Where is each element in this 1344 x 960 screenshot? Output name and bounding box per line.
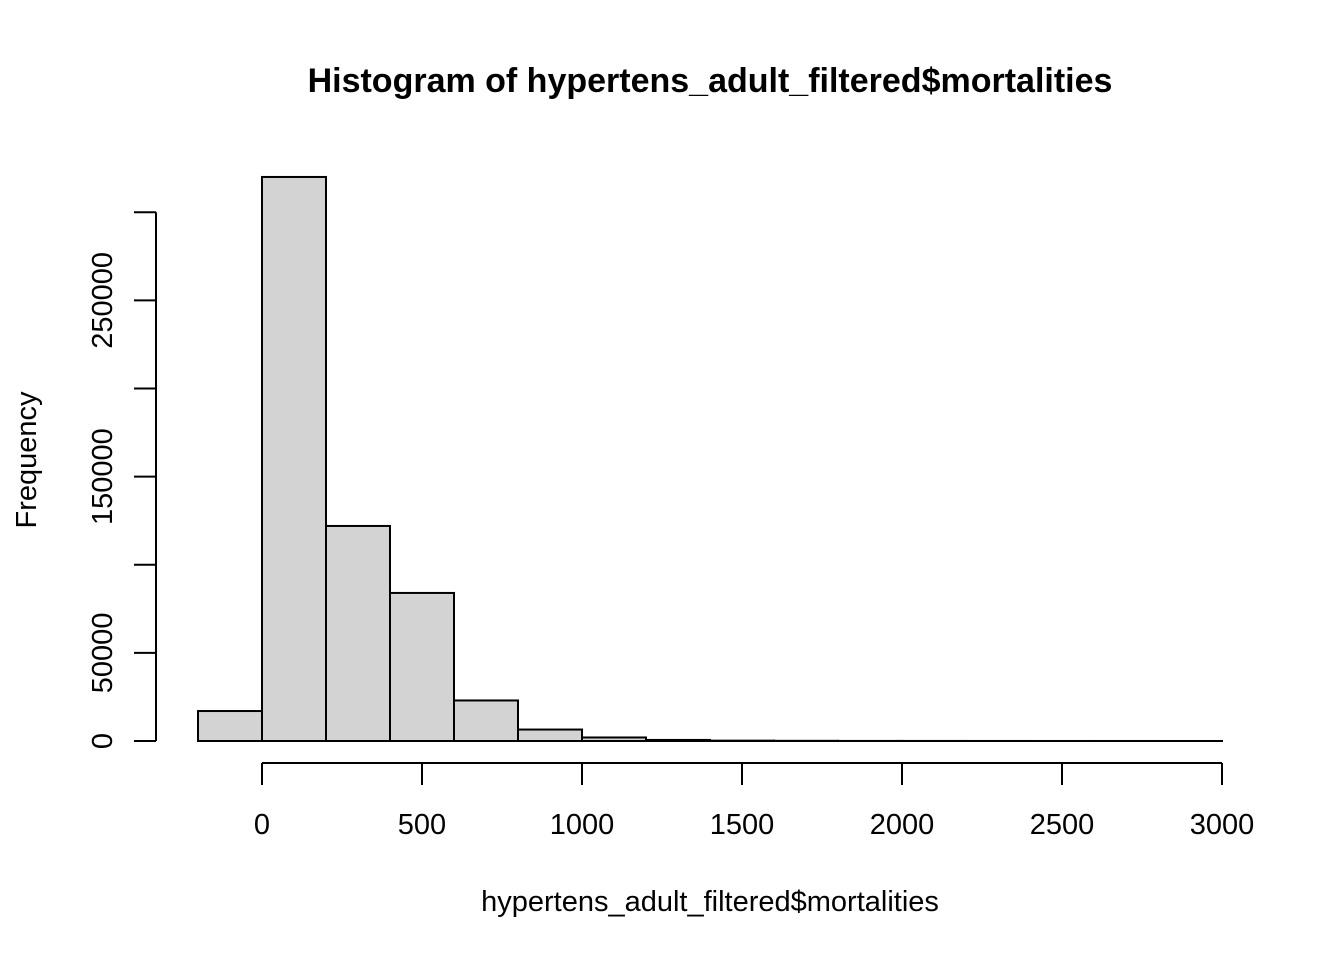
histogram-bar-7	[645, 738, 711, 743]
histogram-bar-3	[389, 591, 455, 742]
chart-title: Histogram of hypertens_adult_filtered$mo…	[308, 62, 1113, 100]
histogram-bar-1	[261, 175, 327, 742]
y-axis: 0 50000 150000 250000	[87, 211, 157, 749]
x-tick-label: 500	[398, 809, 446, 841]
histogram-bar-0	[197, 710, 263, 743]
x-tick-label: 0	[254, 809, 270, 841]
histogram-bar-6	[581, 736, 647, 742]
x-tick-label: 2500	[1030, 809, 1095, 841]
y-tick-label: 250000	[87, 252, 119, 349]
y-tick-label: 0	[87, 733, 119, 749]
histogram-bar-4	[453, 699, 519, 743]
y-axis-label: Frequency	[11, 391, 43, 529]
bars-group	[197, 175, 1223, 743]
x-axis: 0 500 1000 1500 2000 2500 3000	[254, 762, 1255, 841]
x-tick-label: 1000	[550, 809, 615, 841]
histogram-bar-5	[517, 728, 583, 742]
x-axis-label: hypertens_adult_filtered$mortalities	[481, 886, 939, 918]
x-tick-label: 3000	[1190, 809, 1255, 841]
y-tick-label: 150000	[87, 428, 119, 525]
x-tick-label: 2000	[870, 809, 935, 841]
x-tick-label: 1500	[710, 809, 775, 841]
histogram-bar-2	[325, 524, 391, 743]
y-tick-label: 50000	[87, 613, 119, 694]
